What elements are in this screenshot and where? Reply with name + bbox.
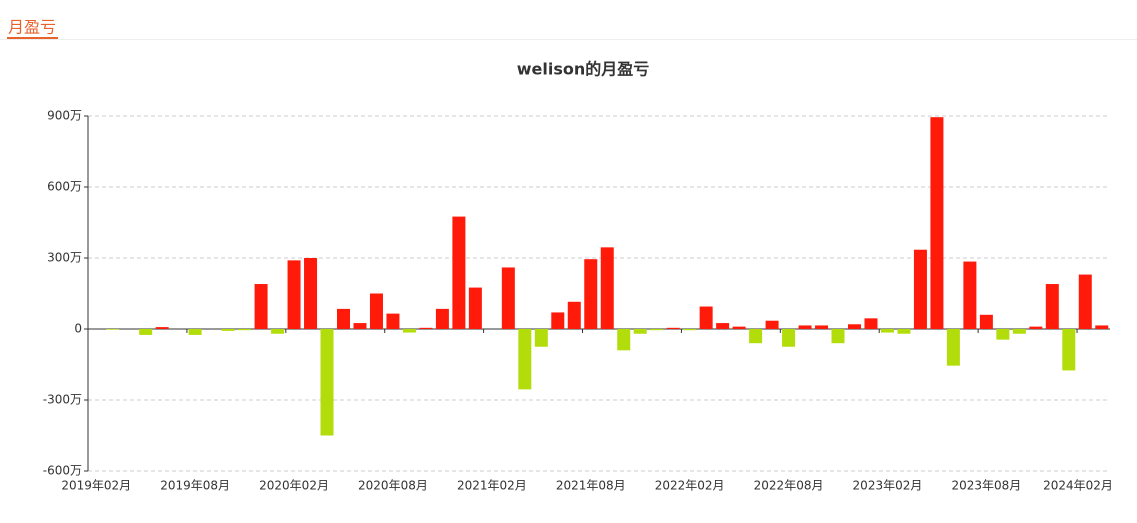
y-tick-label: 600万 <box>47 180 82 194</box>
bar <box>155 327 169 329</box>
bar <box>617 329 631 351</box>
bar <box>732 326 746 329</box>
x-tick-label: 2019年02月 <box>61 479 131 493</box>
bar <box>963 261 977 329</box>
bar <box>254 284 268 329</box>
bar <box>238 329 252 331</box>
bar <box>188 329 202 335</box>
x-tick-label: 2019年08月 <box>160 479 230 493</box>
x-tick-label: 2023年08月 <box>951 479 1021 493</box>
bar <box>271 329 285 334</box>
x-tick-label: 2022年02月 <box>655 479 725 493</box>
bar <box>699 306 713 329</box>
bar <box>749 329 763 344</box>
bar <box>1029 326 1043 329</box>
bar <box>287 260 301 329</box>
y-tick-label: -300万 <box>43 393 82 407</box>
bar <box>946 329 960 366</box>
bar <box>139 329 153 335</box>
x-tick-label: 2021年08月 <box>556 479 626 493</box>
x-tick-label: 2020年08月 <box>358 479 428 493</box>
bar <box>221 329 235 331</box>
bar <box>304 258 318 329</box>
bar <box>1045 284 1059 329</box>
bar <box>320 329 334 436</box>
bar <box>106 329 120 330</box>
bar <box>534 329 548 347</box>
chart-title: welison的月盈亏 <box>517 60 650 79</box>
bar <box>1095 325 1109 329</box>
bar <box>864 318 878 329</box>
bar <box>452 216 466 329</box>
bar <box>584 259 598 329</box>
tab-underline <box>7 37 58 39</box>
bar <box>369 293 383 329</box>
bar <box>798 325 812 329</box>
y-tick-label: 0 <box>74 322 82 336</box>
bar <box>518 329 532 390</box>
x-tick-label: 2024年02月 <box>1043 479 1113 493</box>
bar <box>815 325 829 329</box>
y-tick-label: -600万 <box>43 464 82 478</box>
x-tick-label: 2022年08月 <box>754 479 824 493</box>
bar <box>633 329 647 334</box>
bar <box>979 314 993 329</box>
bar <box>1012 329 1026 334</box>
bar <box>650 329 664 331</box>
bar <box>782 329 796 347</box>
bar <box>716 323 730 329</box>
y-tick-label: 900万 <box>47 109 82 123</box>
bar <box>848 324 861 329</box>
bar <box>996 329 1010 340</box>
bar <box>913 249 927 329</box>
bar <box>1078 274 1092 329</box>
x-tick-label: 2023年02月 <box>853 479 923 493</box>
bar <box>419 327 433 329</box>
bar <box>600 247 614 329</box>
bar <box>435 308 449 329</box>
bar <box>880 329 894 333</box>
bar <box>765 320 779 329</box>
bar <box>1062 329 1076 371</box>
x-tick-label: 2021年02月 <box>457 479 527 493</box>
bar <box>337 308 350 329</box>
bar <box>468 287 482 329</box>
bar <box>551 312 565 329</box>
bar <box>567 301 581 329</box>
bar <box>683 329 697 331</box>
bar <box>930 117 944 329</box>
bar <box>666 327 680 329</box>
x-tick-label: 2020年02月 <box>259 479 329 493</box>
bar <box>501 267 515 329</box>
bar <box>353 323 367 329</box>
tab-title[interactable]: 月盈亏 <box>8 18 56 37</box>
bar <box>897 329 911 334</box>
y-tick-label: 300万 <box>47 251 82 265</box>
bar <box>386 313 400 329</box>
bar <box>831 329 845 344</box>
bar <box>402 329 416 333</box>
